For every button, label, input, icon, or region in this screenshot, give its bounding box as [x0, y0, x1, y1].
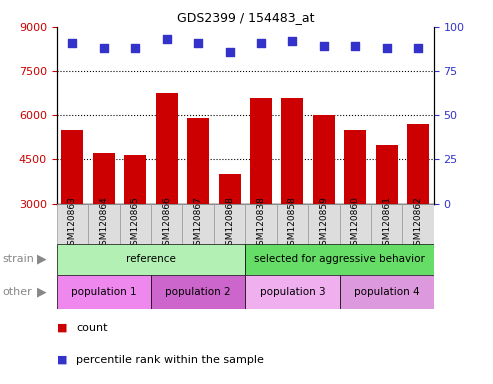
Bar	[182, 204, 214, 244]
Bar	[57, 275, 151, 309]
Point	[100, 45, 108, 51]
Point	[257, 40, 265, 46]
Point	[414, 45, 422, 51]
Text: other: other	[2, 287, 32, 297]
Bar	[119, 204, 151, 244]
Point	[288, 38, 296, 44]
Bar	[124, 155, 146, 204]
Text: GSM120862: GSM120862	[414, 196, 423, 251]
Text: GSM120866: GSM120866	[162, 196, 171, 251]
Text: GSM120863: GSM120863	[68, 196, 77, 251]
Text: population 2: population 2	[165, 287, 231, 297]
Bar	[218, 174, 241, 204]
Text: reference: reference	[126, 254, 176, 264]
Bar	[57, 204, 88, 244]
Bar	[344, 130, 366, 204]
Text: GSM120861: GSM120861	[382, 196, 391, 251]
Bar	[151, 275, 245, 309]
Text: GSM120867: GSM120867	[194, 196, 203, 251]
Text: percentile rank within the sample: percentile rank within the sample	[76, 355, 264, 365]
Point	[131, 45, 139, 51]
Text: population 4: population 4	[354, 287, 420, 297]
Bar	[340, 204, 371, 244]
Point	[194, 40, 202, 46]
Bar	[93, 154, 115, 204]
Text: strain: strain	[2, 254, 35, 264]
Point	[69, 40, 76, 46]
Bar	[313, 115, 335, 204]
Text: GSM120838: GSM120838	[256, 196, 266, 251]
Point	[383, 45, 390, 51]
Point	[352, 43, 359, 50]
Point	[226, 48, 234, 55]
Text: ▶: ▶	[37, 253, 47, 266]
Text: ■: ■	[57, 355, 67, 365]
Bar	[376, 145, 398, 204]
Bar	[156, 93, 177, 204]
Text: GSM120868: GSM120868	[225, 196, 234, 251]
Text: ■: ■	[57, 323, 67, 333]
Bar	[308, 204, 340, 244]
Bar	[371, 204, 402, 244]
Bar	[250, 98, 272, 204]
Text: population 1: population 1	[71, 287, 137, 297]
Bar	[245, 204, 277, 244]
Bar	[245, 275, 340, 309]
Bar	[340, 275, 434, 309]
Point	[163, 36, 171, 42]
Bar	[214, 204, 246, 244]
Bar	[151, 204, 182, 244]
Text: GSM120858: GSM120858	[288, 196, 297, 251]
Bar	[57, 244, 245, 275]
Text: GSM120865: GSM120865	[131, 196, 140, 251]
Text: ▶: ▶	[37, 285, 47, 298]
Bar	[402, 204, 434, 244]
Text: GSM120859: GSM120859	[319, 196, 328, 251]
Text: GSM120864: GSM120864	[99, 196, 108, 251]
Text: selected for aggressive behavior: selected for aggressive behavior	[254, 254, 425, 264]
Bar	[407, 124, 429, 204]
Bar	[88, 204, 119, 244]
Text: population 3: population 3	[260, 287, 325, 297]
Text: GSM120860: GSM120860	[351, 196, 360, 251]
Point	[320, 43, 328, 50]
Text: count: count	[76, 323, 108, 333]
Text: GDS2399 / 154483_at: GDS2399 / 154483_at	[176, 12, 314, 25]
Bar	[277, 204, 308, 244]
Bar	[245, 244, 434, 275]
Bar	[62, 130, 83, 204]
Bar	[282, 98, 303, 204]
Bar	[187, 118, 209, 204]
